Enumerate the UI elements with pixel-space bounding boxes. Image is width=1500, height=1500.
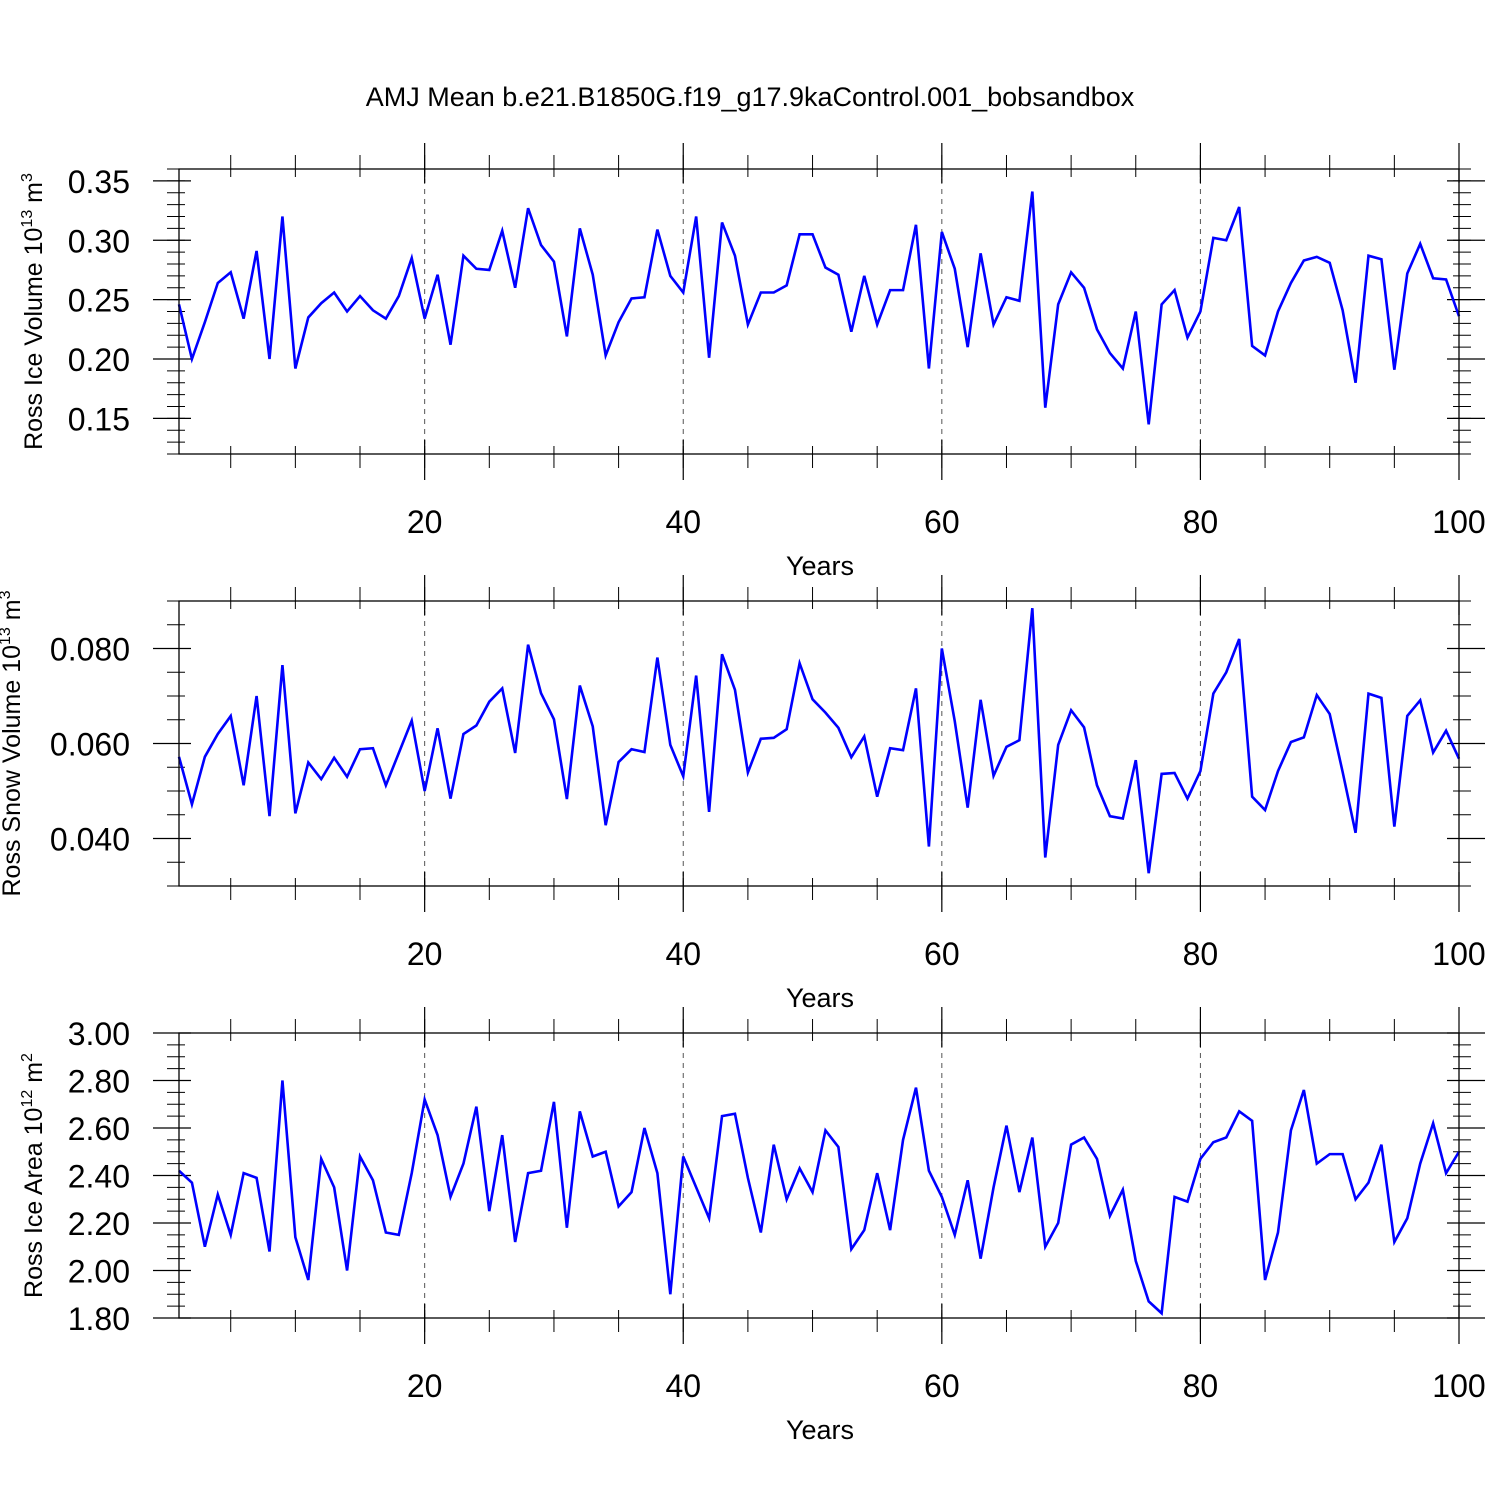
series-line [177, 191, 1461, 425]
plot-frame [178, 1032, 1460, 1319]
panel-3: 20 40 60 80 100 1.80 2.00 2.20 2.40 2.60 2.80 3.00 Y… [19, 1007, 1486, 1445]
y-axis-label-superscript: 2 [19, 1053, 36, 1062]
y-axis-label-part: Ross Snow Volume 10 [0, 645, 26, 897]
plot-frame [178, 168, 1460, 455]
plot-frame [178, 600, 1460, 887]
x-tick-label: 100 [1432, 936, 1485, 972]
x-axis-label: Years [786, 551, 854, 581]
y-axis-label-superscript: 3 [0, 590, 14, 599]
y-tick-label: 2.20 [68, 1206, 130, 1242]
y-tick-label: 1.80 [68, 1301, 130, 1337]
y-axis-label-part: m [0, 599, 26, 627]
x-tick-label: 20 [407, 936, 443, 972]
series-line [178, 1080, 1461, 1316]
y-axis-label-part: Ross Ice Volume 10 [20, 228, 48, 450]
y-tick-label: 0.060 [50, 727, 130, 763]
y-axis-label: Ross Snow Volume 1013 m3 [0, 590, 26, 896]
y-axis-label-superscript: 13 [19, 210, 36, 228]
y-axis-label-part: Ross Ice Area 10 [20, 1108, 48, 1298]
y-axis-label-part: m [20, 1062, 48, 1090]
chart-title: AMJ Mean b.e21.B1850G.f19_g17.9kaControl… [366, 82, 1135, 112]
x-tick-label: 80 [1183, 936, 1219, 972]
y-tick-label: 0.25 [68, 283, 130, 319]
y-tick-label: 0.15 [68, 401, 130, 437]
y-tick-label: 0.040 [50, 822, 130, 858]
x-tick-label: 80 [1183, 504, 1219, 540]
x-tick-label: 20 [407, 504, 443, 540]
y-tick-label: 2.80 [68, 1064, 130, 1100]
y-tick-label: 0.20 [68, 342, 130, 378]
x-tick-label: 100 [1432, 504, 1485, 540]
x-tick-label: 40 [665, 1368, 701, 1404]
y-tick-label: 0.35 [68, 164, 130, 200]
x-tick-label: 80 [1183, 1368, 1219, 1404]
y-tick-label: 3.00 [68, 1016, 130, 1052]
y-tick-label: 0.080 [50, 632, 130, 668]
x-tick-label: 60 [924, 504, 960, 540]
panel-1: 20 40 60 80 100 0.15 0.20 0.25 0.30 0.35 Years Ross… [19, 143, 1486, 581]
y-tick-label: 2.00 [68, 1254, 130, 1290]
x-tick-label: 60 [924, 936, 960, 972]
panel-2: 20 40 60 80 100 0.040 0.060 0.080 Years Ross Snow… [0, 575, 1486, 1013]
x-axis-label: Years [786, 983, 854, 1013]
x-tick-label: 100 [1432, 1368, 1485, 1404]
x-tick-label: 40 [665, 936, 701, 972]
x-axis-label: Years [786, 1415, 854, 1445]
y-axis-label-superscript: 3 [19, 173, 36, 182]
x-tick-label: 40 [665, 504, 701, 540]
y-axis-label: Ross Ice Area 1012 m2 [19, 1053, 48, 1298]
y-tick-label: 0.30 [68, 223, 130, 259]
y-axis-label: Ross Ice Volume 1013 m3 [19, 173, 48, 450]
x-tick-label: 20 [407, 1368, 443, 1404]
series-line [177, 608, 1461, 874]
y-tick-label: 2.60 [68, 1111, 130, 1147]
y-axis-label-part: m [20, 182, 48, 210]
y-tick-label: 2.40 [68, 1159, 130, 1195]
y-axis-label-superscript: 12 [19, 1090, 36, 1108]
x-tick-label: 60 [924, 1368, 960, 1404]
panels: 20 40 60 80 100 0.15 0.20 0.25 0.30 0.35 Years Ross… [0, 143, 1486, 1445]
y-axis-label-superscript: 13 [0, 627, 14, 645]
